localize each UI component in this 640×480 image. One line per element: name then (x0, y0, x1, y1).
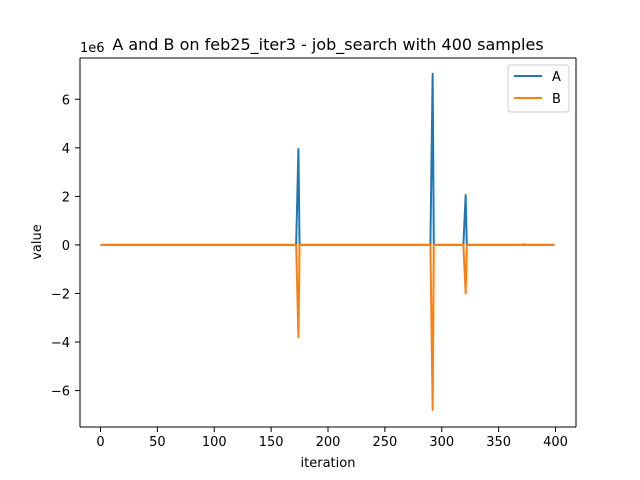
y-tick-label: 2 (62, 190, 70, 205)
y-tick-label: 0 (62, 239, 70, 254)
plot-area (80, 58, 576, 427)
x-tick-label: 400 (543, 435, 568, 450)
x-tick-label: 300 (429, 435, 454, 450)
y-tick-label: −6 (51, 385, 70, 400)
legend-label-b: B (552, 92, 561, 107)
x-tick-label: 100 (202, 435, 227, 450)
legend-label-a: A (552, 70, 561, 85)
y-axis-ticks: −6 −4 −2 0 2 4 6 (51, 93, 80, 400)
series-layer (100, 72, 555, 412)
x-axis-label: iteration (301, 456, 356, 471)
series-line-b (100, 243, 555, 412)
y-axis-label: value (30, 224, 45, 260)
x-tick-label: 200 (316, 435, 341, 450)
x-tick-label: 350 (486, 435, 511, 450)
y-tick-label: −4 (51, 336, 70, 351)
y-tick-label: 6 (62, 93, 70, 108)
y-axis-scale-label: 1e6 (80, 41, 105, 56)
x-tick-label: 0 (96, 435, 104, 450)
x-tick-label: 50 (149, 435, 166, 450)
x-tick-label: 150 (259, 435, 284, 450)
x-axis-ticks: 0 50 100 150 200 250 300 350 400 (96, 427, 568, 450)
chart-title: A and B on feb25_iter3 - job_search with… (112, 35, 543, 55)
legend: A B (507, 64, 570, 113)
y-tick-label: 4 (62, 142, 70, 157)
y-tick-label: −2 (51, 287, 70, 302)
x-tick-label: 250 (372, 435, 397, 450)
